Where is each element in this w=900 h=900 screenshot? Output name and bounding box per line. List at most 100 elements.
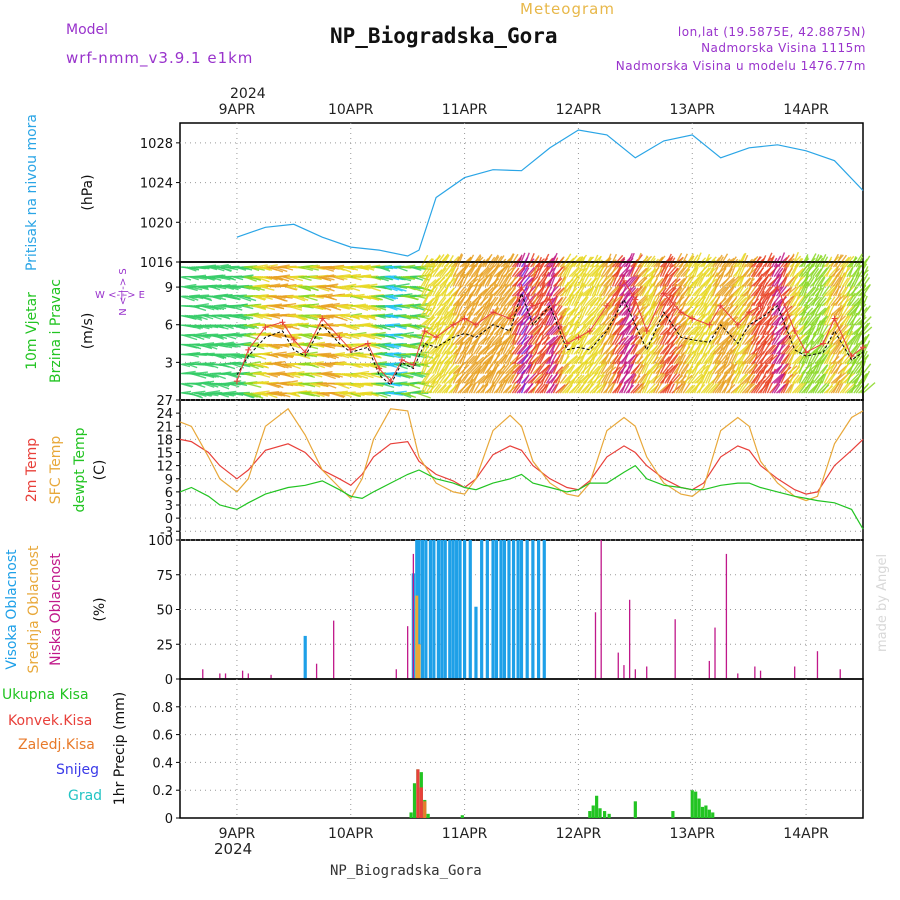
wind-barb [857, 344, 866, 355]
wind-barb [762, 362, 768, 374]
wind-barb [723, 323, 730, 336]
wind-barb [837, 324, 848, 336]
wind-barb [234, 361, 248, 365]
precipitation-bar [412, 783, 417, 818]
gust-marker [279, 319, 286, 326]
wind-barb [466, 312, 473, 326]
wind-barb [239, 285, 251, 290]
wind-barb [825, 266, 832, 277]
wind-barb [848, 295, 857, 307]
wind-barb [543, 381, 551, 394]
wind-barb [814, 359, 822, 374]
bottom-day-label: 11APR [442, 826, 488, 842]
clouds-bar [485, 540, 489, 679]
wind-barb [438, 267, 447, 278]
temperature-ytick-label: -3 [160, 525, 173, 540]
wind-barb [577, 344, 584, 355]
wind-barb [452, 275, 459, 287]
wind-barb [545, 374, 553, 384]
wind-barb [200, 334, 212, 338]
wind-barb [371, 276, 382, 281]
wind-barb [621, 311, 631, 326]
wind-barb [314, 363, 326, 369]
wind-barb [705, 293, 714, 307]
wind-barb [318, 371, 333, 375]
wind-barb [432, 353, 438, 365]
wind-barb [794, 268, 804, 278]
gust-marker [364, 340, 371, 347]
wind-barb [766, 372, 775, 384]
wind-barb [500, 372, 510, 384]
wind-barb [816, 352, 827, 365]
wind-barb [794, 345, 802, 355]
precipitation-frame [179, 678, 864, 819]
wind-barb [723, 373, 734, 384]
wind-barb [862, 266, 869, 277]
wind-barb [555, 384, 566, 394]
wind-barb [830, 275, 839, 287]
wind-barb [766, 363, 774, 375]
wind-barb [489, 296, 497, 307]
wind-barb [507, 374, 515, 384]
wind-barb [739, 360, 747, 374]
wind-barb [339, 373, 352, 378]
wind-barb [243, 285, 256, 291]
wind-barb [591, 314, 600, 326]
wind-barb [673, 381, 680, 394]
wind-barb [255, 264, 268, 268]
wind-barb [382, 390, 395, 394]
wind-barb [350, 313, 363, 317]
wind-barb [680, 275, 688, 287]
wind-barb [609, 382, 616, 394]
gust-marker [461, 315, 468, 322]
wind-barb [680, 381, 687, 394]
wind-barb [844, 304, 855, 316]
wind-barb [366, 305, 382, 311]
wind-barb [671, 334, 679, 345]
gust-marker [347, 346, 354, 353]
wind-barb [445, 373, 457, 384]
wind-barb [419, 314, 430, 317]
wind-barb [321, 293, 333, 297]
wind-barb [393, 381, 408, 385]
wind-barb [807, 362, 813, 374]
wind-barb [807, 276, 815, 287]
wind-barb [812, 381, 820, 394]
wind-barb [232, 392, 244, 396]
wind-barb [848, 275, 855, 287]
top-day-label: 13APR [669, 102, 715, 118]
wind-barb [466, 293, 473, 307]
wind-barb [389, 285, 403, 292]
clouds-bar [480, 540, 484, 679]
wind-barb [664, 294, 672, 307]
wind-barb [709, 343, 721, 355]
wind-barb [812, 275, 819, 287]
wind-barb [862, 277, 871, 287]
wind-barb [775, 353, 784, 365]
wind-barb [780, 333, 790, 346]
wind-barb [461, 353, 467, 365]
wind-barb [320, 373, 336, 380]
clouds-ytick-label: 25 [156, 638, 173, 653]
wind-barb [555, 266, 564, 278]
bottom-day-labels: 9APR 10APR 11APR 12APR 13APR 14APR [219, 826, 830, 842]
wind-barb [470, 363, 482, 375]
wind-barb [486, 296, 493, 307]
wind-barb [473, 344, 481, 355]
wind-barb [591, 272, 599, 287]
wind-barb [545, 286, 553, 297]
wind-barb [339, 293, 353, 297]
wind-barb [495, 353, 507, 365]
wind-barb [712, 285, 718, 297]
wind-barb [280, 295, 293, 299]
wind-barb [646, 344, 653, 355]
wind-barb [268, 373, 281, 377]
wind-barb [732, 362, 745, 375]
wind-barb [295, 314, 308, 320]
wind-barb [552, 304, 561, 316]
precip-legend: Ukupna Kisa Konvek.Kisa Zaledj.Kisa Snij… [2, 687, 102, 804]
wind-barb [434, 331, 441, 345]
wind-barb [407, 343, 420, 348]
gust-marker [421, 328, 428, 334]
